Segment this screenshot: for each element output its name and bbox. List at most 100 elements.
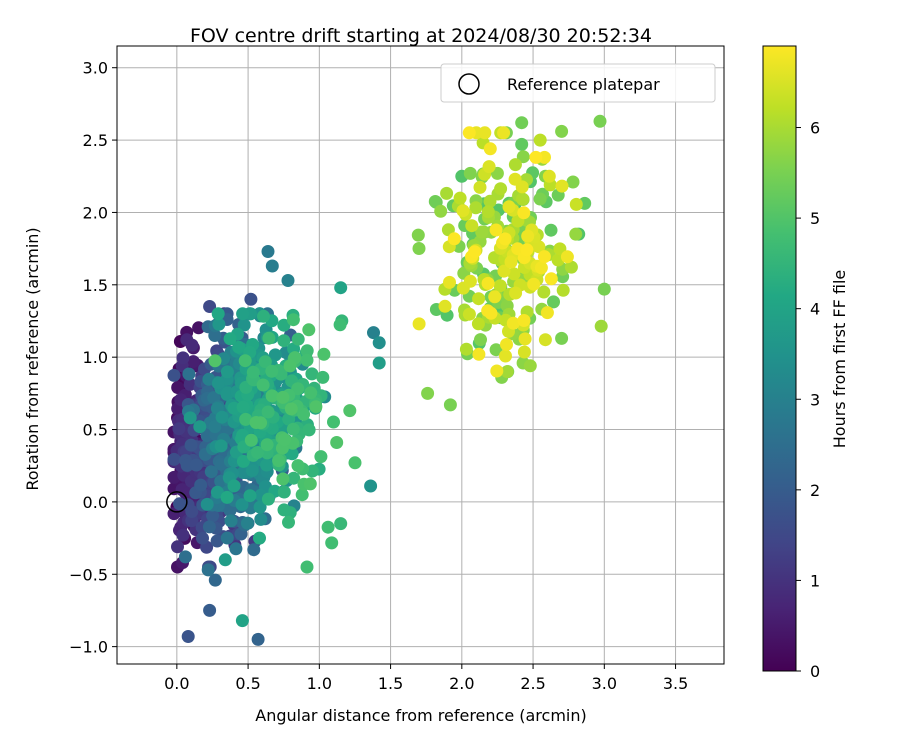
data-point xyxy=(268,348,282,362)
data-point xyxy=(185,338,199,352)
colorbar-tick-label: 2 xyxy=(810,481,820,500)
data-point xyxy=(498,232,512,246)
data-point xyxy=(239,412,253,426)
data-point xyxy=(367,326,380,340)
data-point xyxy=(277,503,291,517)
data-point xyxy=(178,550,192,564)
legend-label: Reference platepar xyxy=(507,75,660,94)
data-point xyxy=(291,332,305,346)
data-point xyxy=(304,386,318,400)
data-point xyxy=(333,318,347,332)
data-point xyxy=(462,126,476,140)
data-point xyxy=(465,219,479,233)
legend-box xyxy=(440,63,716,103)
data-point xyxy=(256,378,270,392)
data-point xyxy=(533,133,547,147)
data-point xyxy=(309,400,323,414)
data-point xyxy=(235,498,249,512)
data-point xyxy=(286,313,300,327)
data-point xyxy=(372,336,386,350)
data-point xyxy=(196,531,209,545)
data-point xyxy=(262,331,276,345)
data-point xyxy=(200,497,214,511)
data-point xyxy=(443,275,456,289)
data-point xyxy=(244,292,258,306)
colorbar-tick-label: 4 xyxy=(810,300,820,319)
y-axis-ticks: −1.0 −0.5 0.0 0.5 1.0 1.5 2.0 2.5 3.0 xyxy=(69,59,117,657)
data-point xyxy=(194,478,208,492)
data-point xyxy=(334,517,348,531)
data-point xyxy=(300,344,314,358)
data-point xyxy=(569,197,583,211)
data-point xyxy=(493,279,507,293)
data-point xyxy=(421,386,435,400)
data-point xyxy=(180,458,194,472)
colorbar-ticks: 0 1 2 3 4 5 6 xyxy=(796,119,820,681)
data-point xyxy=(529,150,543,164)
data-point xyxy=(249,416,263,429)
data-point xyxy=(171,540,184,554)
data-point xyxy=(472,292,486,306)
data-point xyxy=(218,553,232,567)
data-point xyxy=(265,389,279,403)
data-point xyxy=(224,514,238,528)
data-point xyxy=(302,323,316,337)
colorbar-tick-label: 0 xyxy=(810,662,820,681)
data-point xyxy=(238,354,252,368)
data-point xyxy=(516,150,530,164)
data-point xyxy=(489,223,503,237)
data-point xyxy=(291,382,305,396)
data-point xyxy=(517,206,531,220)
data-point xyxy=(547,295,560,309)
data-point xyxy=(236,454,250,468)
data-point xyxy=(556,283,570,297)
x-tick-label: 0.5 xyxy=(235,674,260,693)
data-point xyxy=(302,423,316,437)
data-point xyxy=(484,306,498,320)
data-point xyxy=(223,332,237,346)
data-point xyxy=(185,514,199,528)
data-point xyxy=(253,500,267,514)
scatter-points xyxy=(166,114,611,646)
data-point xyxy=(516,192,529,206)
chart-title: FOV centre drift starting at 2024/08/30 … xyxy=(190,25,652,47)
x-tick-label: 1.5 xyxy=(378,674,403,693)
data-point xyxy=(277,485,291,499)
data-point xyxy=(438,299,452,313)
data-point xyxy=(469,201,483,215)
data-point xyxy=(564,260,578,274)
data-point xyxy=(555,179,569,193)
data-point xyxy=(276,472,290,486)
data-point xyxy=(560,250,574,264)
data-point xyxy=(330,436,344,449)
data-point xyxy=(443,398,457,412)
data-point xyxy=(305,464,319,478)
data-point xyxy=(246,365,260,379)
data-point xyxy=(278,433,292,446)
data-point xyxy=(494,182,508,196)
data-point xyxy=(533,192,547,206)
data-point xyxy=(204,465,218,479)
x-tick-label: 1.0 xyxy=(307,674,332,693)
data-point xyxy=(203,300,217,313)
data-point xyxy=(488,290,502,304)
data-point xyxy=(504,255,518,269)
data-point xyxy=(184,438,198,452)
data-point xyxy=(566,175,580,189)
y-tick-label: 1.5 xyxy=(83,276,108,295)
data-point xyxy=(261,492,275,506)
plot-frame xyxy=(116,45,725,665)
data-point xyxy=(540,306,554,320)
data-point xyxy=(257,309,270,323)
data-point xyxy=(463,274,477,288)
data-point xyxy=(236,400,250,414)
data-point xyxy=(265,364,279,378)
data-point xyxy=(182,367,196,381)
data-point xyxy=(499,349,512,363)
data-point xyxy=(434,204,448,218)
data-point xyxy=(305,367,319,381)
data-point xyxy=(167,368,181,382)
data-point xyxy=(506,316,520,330)
data-point xyxy=(212,376,225,390)
